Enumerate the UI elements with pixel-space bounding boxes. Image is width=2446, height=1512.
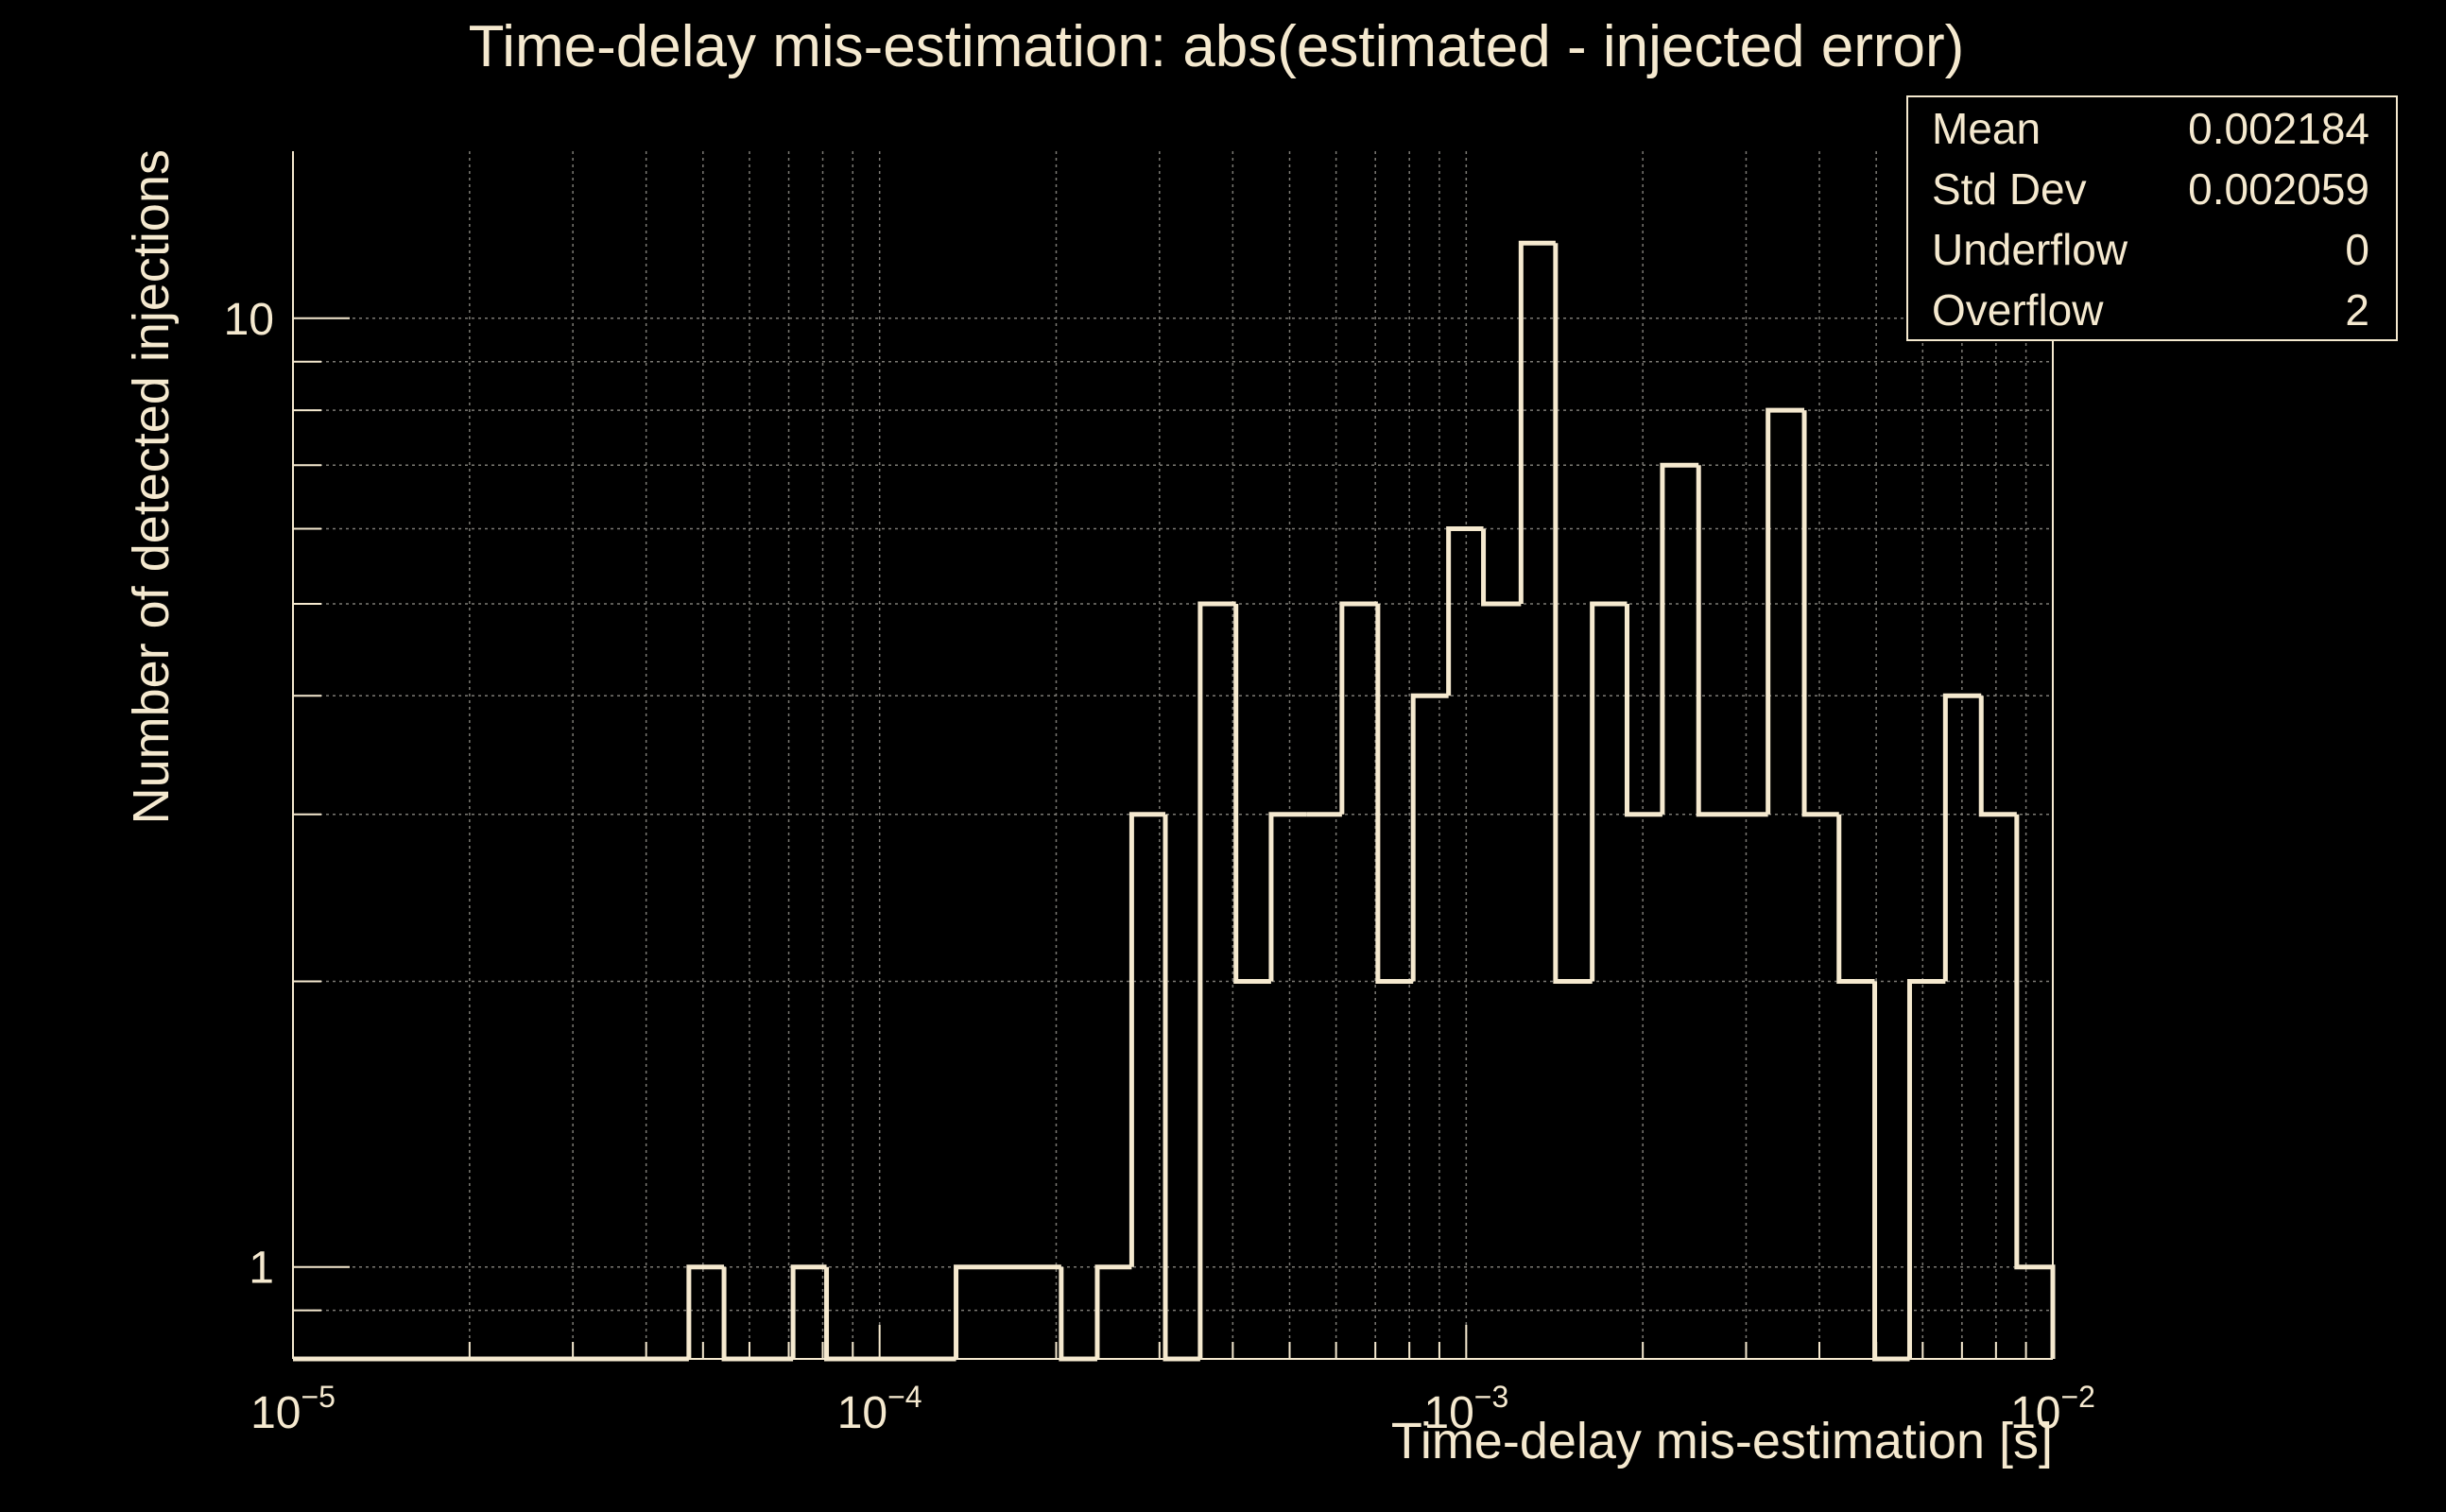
histogram-bar <box>1481 528 1522 607</box>
histogram-bar <box>824 1266 956 1362</box>
histogram-bar <box>1872 981 1910 1362</box>
histogram-bar <box>1059 1266 1097 1362</box>
x-tick-label: 10−2 <box>2010 1380 2095 1438</box>
histogram-bars <box>293 240 2056 1362</box>
stats-label: Mean <box>1932 104 2041 153</box>
histogram-bar <box>1339 601 1378 815</box>
stats-label: Underflow <box>1932 225 2128 274</box>
stats-box: Mean 0.002184 Std Dev 0.002059 Underflow 0 Ove… <box>1906 95 2398 341</box>
y-axis-title: Number of detected injections <box>123 149 180 824</box>
stats-value: 0.002059 <box>2188 164 2369 214</box>
histogram-bar <box>1590 601 1628 982</box>
histogram-bar <box>721 1266 794 1362</box>
x-tick-label-exponent: −4 <box>887 1380 922 1414</box>
histogram-bar <box>1410 693 1449 982</box>
y-tick-label: 10 <box>224 295 274 345</box>
histogram-bar <box>2014 814 2056 1359</box>
y-tick-label: 1 <box>249 1244 274 1294</box>
histogram-bar <box>1197 601 1236 1359</box>
histogram-bar <box>1978 696 2017 817</box>
histogram-bar <box>1518 240 1556 604</box>
x-tick-label: 10−5 <box>250 1380 336 1438</box>
histogram-bar <box>1268 812 1307 982</box>
histogram-bar <box>1446 526 1484 696</box>
x-tick-label-exponent: −2 <box>2060 1380 2094 1414</box>
histogram-bar <box>1233 603 1271 984</box>
x-tick-label: 10−3 <box>1423 1380 1508 1438</box>
chart-title: Time-delay mis-estimation: abs(estimated… <box>469 14 1965 79</box>
stats-label: Overflow <box>1932 285 2104 335</box>
x-tick-label-base: 10 <box>1423 1388 1473 1438</box>
histogram-bar <box>1128 812 1166 1267</box>
histogram-bar <box>1696 465 1768 817</box>
histogram-bar <box>1553 243 1593 984</box>
histogram-bar <box>1942 693 1982 982</box>
histogram-bar <box>954 1264 1061 1359</box>
x-tick-label: 10−4 <box>837 1380 922 1438</box>
histogram-bar <box>1801 410 1839 817</box>
histogram-bar <box>1624 603 1662 817</box>
x-tick-label-base: 10 <box>2010 1388 2060 1438</box>
histogram-bar <box>686 1264 725 1359</box>
histogram-bar <box>1906 979 1946 1359</box>
x-tick-label-exponent: −5 <box>301 1380 335 1414</box>
histogram-bar <box>1163 814 1200 1362</box>
x-tick-label-base: 10 <box>837 1388 887 1438</box>
x-tick-label-base: 10 <box>250 1388 301 1438</box>
histogram-bar <box>1375 603 1414 984</box>
x-tick-label-exponent: −3 <box>1474 1380 1508 1414</box>
histogram-bar <box>1766 407 1805 815</box>
x-axis-title: Time-delay mis-estimation [s] <box>1391 1413 2053 1469</box>
stats-value: 0 <box>2345 225 2369 274</box>
histogram-bar <box>1094 1264 1132 1359</box>
stats-label: Std Dev <box>1932 164 2087 214</box>
stats-value: 2 <box>2345 285 2369 335</box>
histogram-bar <box>1836 814 1875 984</box>
histogram-bar <box>790 1264 827 1359</box>
histogram-bar <box>1660 462 1699 815</box>
stats-box-border <box>1906 95 2398 341</box>
stats-value: 0.002184 <box>2188 104 2369 153</box>
